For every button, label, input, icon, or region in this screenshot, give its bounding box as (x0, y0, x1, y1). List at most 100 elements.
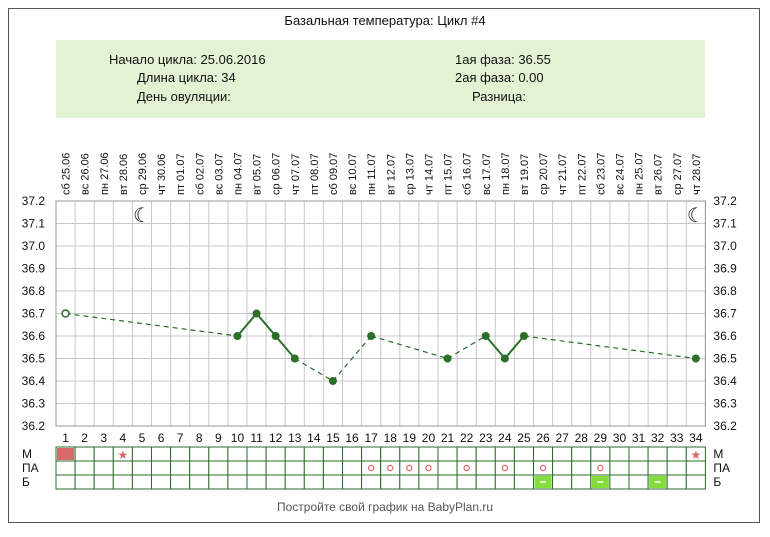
marker-cell (380, 446, 401, 462)
marker-cell (265, 446, 286, 462)
marker-cell (609, 446, 630, 462)
temperature-segment (523, 335, 696, 360)
marker-cell (666, 474, 687, 490)
marker-cell (590, 446, 611, 462)
marker-cell (303, 446, 324, 462)
marker-cell (284, 460, 305, 476)
pa-circle-icon (597, 464, 604, 472)
phase1-value: 36.55 (518, 52, 551, 67)
x-day-label: 21 (441, 431, 455, 445)
x-day-label: 33 (670, 431, 684, 445)
marker-cell (666, 446, 687, 462)
temperature-point (443, 354, 452, 363)
marker-cell (170, 474, 191, 490)
marker-cell (494, 446, 515, 462)
row-label-right: Б (713, 475, 721, 489)
marker-cell (322, 460, 343, 476)
x-date-label: пн 11.07 (366, 153, 378, 195)
marker-cell (552, 460, 573, 476)
x-day-label: 7 (177, 431, 184, 445)
marker-cell (418, 474, 439, 490)
y-tick-label-right: 36.6 (713, 329, 737, 343)
pa-circle-icon (539, 464, 547, 472)
marker-cell (284, 446, 305, 462)
marker-cell (74, 474, 95, 490)
marker-cell (322, 474, 343, 490)
x-date-label: сб 23.07 (595, 153, 607, 195)
marker-cell (685, 460, 706, 476)
x-day-label: 32 (651, 431, 665, 445)
marker-cell (380, 460, 401, 476)
x-date-label: пт 08.07 (309, 153, 321, 195)
cycle-info-panel (56, 40, 705, 118)
temperature-segment (236, 312, 258, 337)
marker-cell (418, 446, 439, 462)
x-day-label: 12 (269, 431, 283, 445)
x-day-label: 15 (326, 431, 340, 445)
temperature-point (61, 309, 70, 318)
moon-icon: ☾ (687, 205, 705, 227)
x-day-label: 6 (158, 431, 165, 445)
temperature-segment (274, 335, 296, 360)
marker-cell (93, 460, 114, 476)
x-day-label: 29 (594, 431, 608, 445)
marker-cell (227, 460, 248, 476)
x-day-label: 28 (575, 431, 589, 445)
cycle-length-label: Длина цикла: (137, 70, 218, 85)
x-date-label: сб 16.07 (462, 153, 474, 195)
marker-cell (475, 474, 496, 490)
x-day-label: 3 (100, 431, 107, 445)
plot-border (55, 200, 706, 427)
temperature-point (271, 332, 280, 340)
temperature-point (328, 377, 337, 385)
marker-cell (208, 446, 229, 462)
y-tick-label-left: 36.2 (22, 419, 46, 433)
x-date-label: сб 02.07 (194, 153, 206, 195)
x-day-label: 16 (345, 431, 359, 445)
marker-cell (93, 446, 114, 462)
marker-cell (151, 474, 172, 490)
marker-cell (112, 474, 133, 490)
x-date-label: чт 07.07 (290, 154, 302, 195)
y-tick-label-left: 36.9 (22, 262, 46, 276)
y-tick-label-right: 36.9 (713, 262, 737, 276)
x-date-label: пт 15.07 (443, 153, 455, 195)
ovulation-day-row: День овуляции: (137, 89, 231, 104)
temperature-segment (332, 335, 372, 382)
chart-title: Базальная температура: Цикл #4 (284, 13, 486, 28)
marker-cell (93, 474, 114, 490)
marker-cell (55, 460, 76, 476)
x-date-label: вс 10.07 (347, 153, 359, 195)
marker-cell (628, 446, 649, 462)
ovulation-day-label: День овуляции: (137, 89, 231, 104)
marker-cell (227, 474, 248, 490)
marker-cell (647, 446, 668, 462)
x-date-label: пн 25.07 (634, 152, 646, 195)
y-tick-label-right: 36.7 (713, 307, 737, 321)
x-date-label: чт 21.07 (557, 154, 569, 195)
temperature-point (233, 332, 242, 340)
marker-cell (456, 446, 477, 462)
pa-circle-icon (463, 464, 470, 472)
marker-cell (265, 474, 286, 490)
phase1-label: 1ая фаза: (455, 52, 515, 67)
pa-circle-icon (425, 464, 432, 472)
row-label-left: М (22, 447, 32, 461)
marker-cell (361, 474, 382, 490)
x-day-label: 4 (120, 431, 127, 445)
marker-cell (628, 460, 649, 476)
marker-cell (609, 474, 630, 490)
marker-cell (131, 460, 152, 476)
temperature-point (691, 354, 700, 363)
x-day-label: 9 (215, 431, 222, 445)
x-date-label: ср 29.06 (137, 153, 149, 195)
pa-circle-icon (501, 464, 509, 472)
cycle-start-label: Начало цикла: (109, 52, 197, 67)
marker-cell (170, 460, 191, 476)
marker-cell (456, 474, 477, 490)
marker-cell (685, 474, 706, 490)
row-label-right: М (713, 447, 723, 461)
x-day-label: 34 (689, 431, 703, 445)
x-day-label: 10 (231, 431, 245, 445)
y-tick-label-right: 36.4 (713, 374, 737, 388)
